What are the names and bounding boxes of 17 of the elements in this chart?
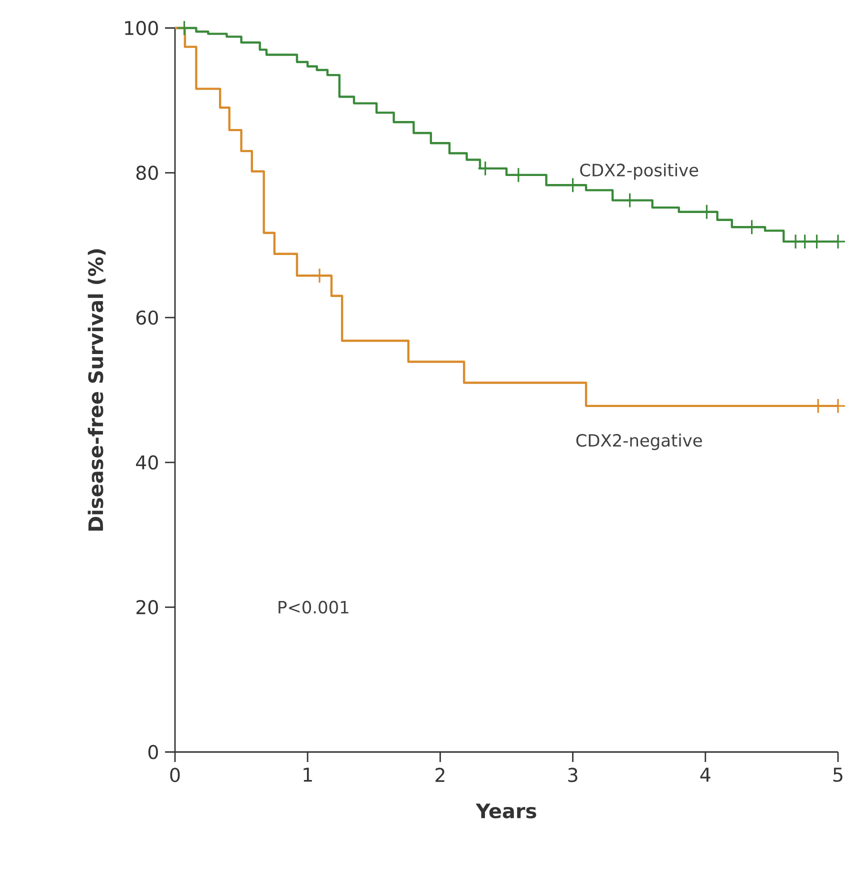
x-axis-title: Years [476,804,536,818]
y-tick-label: 20 [136,600,158,614]
x-tick-label: 2 [436,768,444,782]
annotation: P<0.001 [278,600,348,614]
y-tick-label: 40 [136,455,158,470]
y-tick-label: 60 [136,310,158,325]
series-label: CDX2-negative [576,434,702,450]
x-tick-label: 4 [700,768,710,782]
y-tick-label: 0 [148,744,158,760]
x-tick-label: 3 [568,768,578,782]
x-tick-label: 5 [833,768,842,782]
y-axis-title: Disease-free Survival (%) [88,249,106,531]
x-tick-label: 0 [170,768,180,782]
series-label: CDX2-positive [580,163,698,180]
y-tick-label: 80 [136,166,158,180]
y-tick-label: 100 [125,20,158,36]
x-tick-label: 1 [304,768,312,782]
